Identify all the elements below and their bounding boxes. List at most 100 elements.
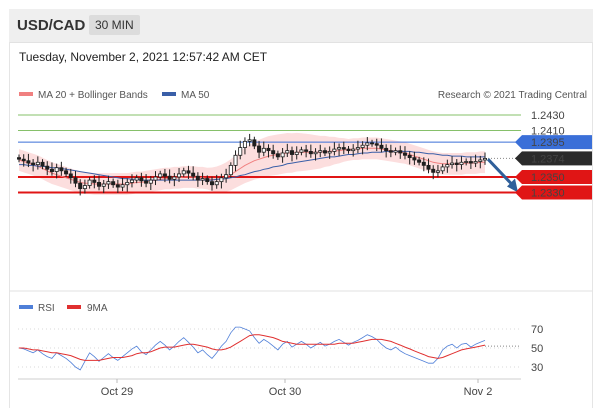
ma50-line xyxy=(19,150,485,181)
candle xyxy=(153,171,158,186)
ma50-legend-swatch xyxy=(162,92,176,96)
candle-body xyxy=(224,174,229,179)
candle-body xyxy=(73,177,78,184)
level-label-1.2374: 1.2374 xyxy=(531,153,565,165)
rsi-ma9-line xyxy=(19,334,486,361)
candle xyxy=(167,169,172,184)
candle-body xyxy=(134,177,139,181)
candle xyxy=(31,159,36,172)
candle xyxy=(191,166,196,181)
rsi-tick-label: 50 xyxy=(531,343,543,355)
candle-body xyxy=(106,181,111,185)
candle xyxy=(327,146,332,159)
candle xyxy=(275,150,280,160)
candle-body xyxy=(341,147,346,150)
candle xyxy=(26,153,31,168)
candle xyxy=(431,165,436,180)
candle xyxy=(92,175,97,189)
candle-body xyxy=(26,160,31,164)
candle xyxy=(186,165,191,180)
candle-body xyxy=(115,184,120,188)
candle xyxy=(162,168,167,183)
candle-body xyxy=(402,152,407,156)
candle xyxy=(158,170,163,181)
candle-body xyxy=(482,157,487,161)
candle-body xyxy=(407,154,412,159)
candle-body xyxy=(440,166,445,172)
rsi-legend: RSI 9MA xyxy=(19,303,108,314)
candle-body xyxy=(275,153,280,158)
candle xyxy=(35,156,40,170)
interval-badge[interactable]: 30 MIN xyxy=(89,15,140,35)
candle xyxy=(407,151,412,165)
candle-body xyxy=(59,167,64,172)
candle xyxy=(426,158,431,174)
candle xyxy=(120,177,125,192)
rsi-lines xyxy=(18,326,521,371)
candle xyxy=(308,144,313,158)
candle-body xyxy=(459,161,464,165)
ma50-legend-label: MA 50 xyxy=(181,90,210,101)
timestamp: Tuesday, November 2, 2021 12:57:42 AM CE… xyxy=(19,50,268,64)
candle xyxy=(360,141,365,155)
candle-body xyxy=(290,150,295,155)
header-bar: USD/CAD 30 MIN xyxy=(9,9,593,43)
candle-body xyxy=(417,159,422,163)
candle-body xyxy=(120,184,125,188)
candle-body xyxy=(82,185,87,190)
candle xyxy=(450,156,455,169)
credit-text: Research © 2021 Trading Central xyxy=(438,90,587,101)
candle xyxy=(115,179,120,193)
level-pointer-1.2395 xyxy=(515,135,522,150)
candle-body xyxy=(16,157,21,160)
x-tick-label: Oct 29 xyxy=(101,386,133,398)
candle-body xyxy=(435,170,440,173)
forecast-arrow-head xyxy=(507,178,518,193)
candle-body xyxy=(412,157,417,161)
candle xyxy=(417,156,422,166)
candle xyxy=(219,173,224,189)
rsi-legend-swatch xyxy=(19,305,33,309)
candle-body xyxy=(101,183,106,187)
candle-body xyxy=(125,182,130,186)
candle-body xyxy=(294,151,299,155)
candle xyxy=(374,138,379,152)
candle-body xyxy=(200,178,205,181)
candle xyxy=(214,174,219,189)
candle xyxy=(412,151,417,165)
candle xyxy=(144,174,149,188)
candle xyxy=(205,175,210,185)
candle-body xyxy=(214,181,219,186)
candle-body xyxy=(242,140,247,148)
candle xyxy=(365,137,370,151)
candle xyxy=(290,146,295,162)
x-tick-label: Nov 2 xyxy=(464,386,493,398)
candle-body xyxy=(445,164,450,168)
candle xyxy=(285,143,290,158)
candle xyxy=(247,133,252,147)
candle xyxy=(97,175,102,191)
candle xyxy=(346,146,351,154)
candle-body xyxy=(233,154,238,166)
candle xyxy=(242,137,247,155)
candle xyxy=(445,159,450,173)
candle xyxy=(384,144,389,158)
candle-body xyxy=(35,161,40,165)
level-box-1.2395 xyxy=(522,135,592,150)
ma20-legend-swatch xyxy=(19,92,33,96)
candle xyxy=(351,144,356,157)
candle xyxy=(224,168,229,183)
candle-body xyxy=(374,143,379,146)
candle-body xyxy=(431,168,436,173)
price-legend: MA 20 + Bollinger Bands MA 50 Research ©… xyxy=(19,90,587,101)
candle-body xyxy=(97,182,102,187)
ma9-legend-label: 9MA xyxy=(87,303,108,314)
candle-body xyxy=(186,170,191,174)
candle xyxy=(464,158,469,166)
candle-body xyxy=(162,173,167,177)
candle-body xyxy=(228,164,233,176)
candle xyxy=(440,163,445,174)
candle-body xyxy=(299,149,304,153)
candle-body xyxy=(426,164,431,170)
candle xyxy=(54,163,59,179)
